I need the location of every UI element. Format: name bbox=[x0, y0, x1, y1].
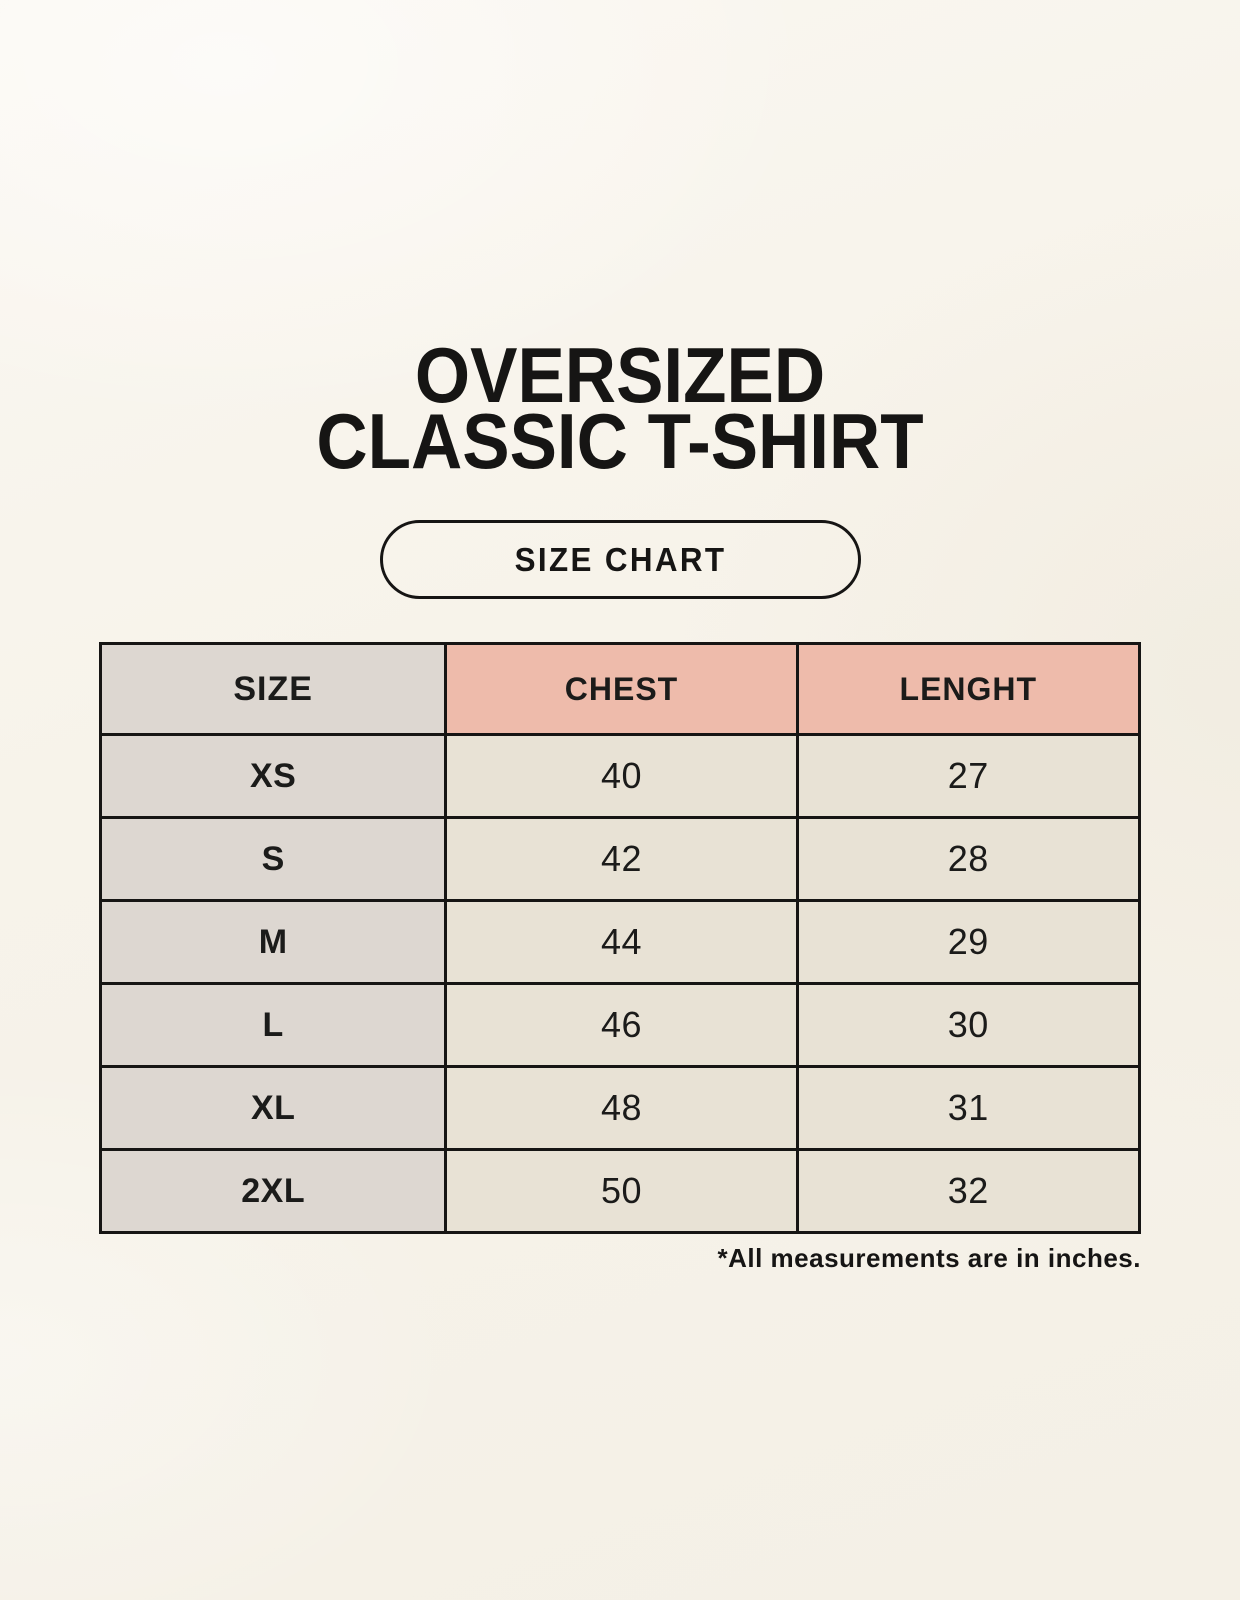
table-row-l-lenght: 30 bbox=[798, 985, 1138, 1065]
table-row-s-lenght: 28 bbox=[798, 819, 1138, 899]
table-row-xs-chest: 40 bbox=[447, 736, 796, 816]
page-title: OVERSIZED CLASSIC T-SHIRT bbox=[0, 331, 1240, 485]
column-header-lenght: LENGHT bbox=[798, 645, 1138, 733]
table-row-xl-size: XL bbox=[102, 1068, 445, 1148]
page-title-line-2: CLASSIC T-SHIRT bbox=[316, 397, 924, 485]
size-chart-button[interactable]: SIZE CHART bbox=[379, 520, 861, 599]
table-row-xl-chest: 48 bbox=[447, 1068, 796, 1148]
measurements-footnote: *All measurements are in inches. bbox=[717, 1243, 1141, 1273]
page-title-line-1: OVERSIZED bbox=[414, 331, 826, 419]
table-row-l-size: L bbox=[102, 985, 445, 1065]
table-row-2xl-chest: 50 bbox=[447, 1151, 796, 1231]
table-row-2xl-lenght: 32 bbox=[798, 1151, 1138, 1231]
table-row-l-chest: 46 bbox=[447, 985, 796, 1065]
table-row-s-size: S bbox=[102, 819, 445, 899]
table-row-2xl-size: 2XL bbox=[102, 1151, 445, 1231]
size-chart-button-label: SIZE CHART bbox=[514, 540, 726, 578]
table-row-s-chest: 42 bbox=[447, 819, 796, 899]
table-row-m-size: M bbox=[102, 902, 445, 982]
table-row-m-lenght: 29 bbox=[798, 902, 1138, 982]
table-row-xl-lenght: 31 bbox=[798, 1068, 1138, 1148]
table-row-m-chest: 44 bbox=[447, 902, 796, 982]
table-row-xs-lenght: 27 bbox=[798, 736, 1138, 816]
size-chart-table: SIZE CHEST LENGHT XS 40 27 S 42 28 M 44 … bbox=[99, 642, 1141, 1234]
column-header-chest: CHEST bbox=[447, 645, 796, 733]
table-row-xs-size: XS bbox=[102, 736, 445, 816]
column-header-size: SIZE bbox=[102, 645, 445, 733]
